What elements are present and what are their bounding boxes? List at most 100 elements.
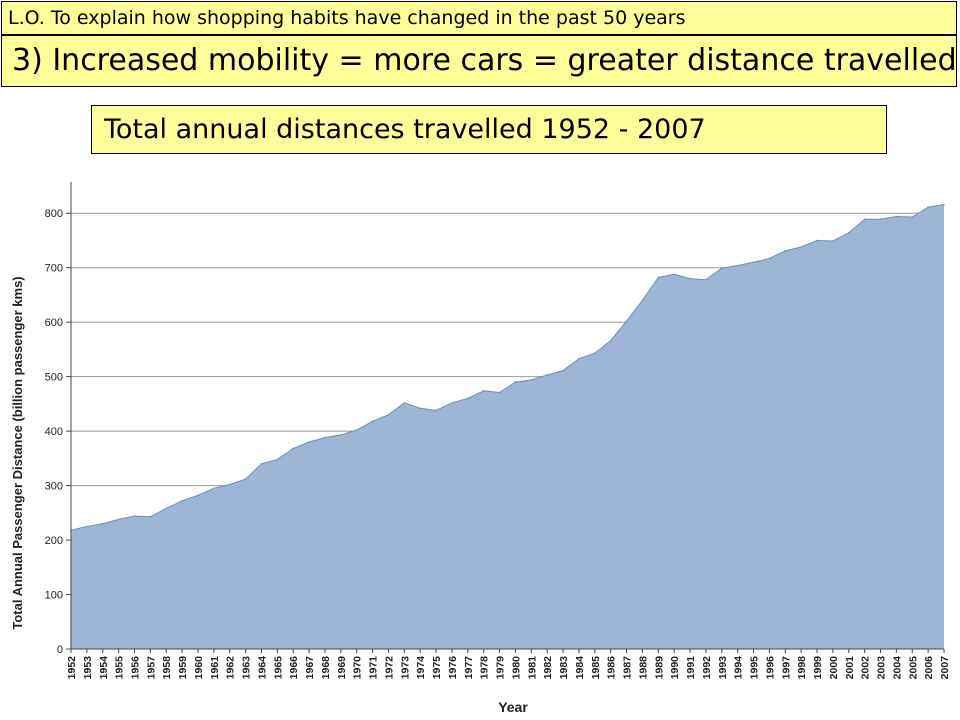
data-point-1997 (784, 250, 787, 252)
data-point-1970 (355, 429, 358, 431)
x-tick-label-2007: 2007 (939, 656, 951, 680)
data-point-1988 (641, 299, 644, 302)
data-point-1962 (228, 483, 231, 486)
x-tick-label-1966: 1966 (288, 656, 300, 680)
x-tick-label-1991: 1991 (685, 656, 697, 680)
data-point-2001 (847, 232, 850, 234)
data-point-1990 (673, 273, 675, 276)
x-tick-label-1979: 1979 (495, 656, 507, 680)
data-point-1956 (133, 515, 136, 517)
data-point-1958 (165, 507, 168, 510)
y-tick-label-800: 800 (45, 208, 63, 220)
x-tick-label-1965: 1965 (272, 656, 284, 680)
data-point-1985 (594, 352, 596, 355)
point-title-text: 3) Increased mobility = more cars = grea… (12, 43, 957, 78)
x-tick-label-1973: 1973 (399, 656, 411, 680)
data-point-1974 (419, 407, 422, 410)
data-point-1959 (181, 500, 183, 502)
data-point-1995 (752, 261, 755, 264)
x-tick-label-1964: 1964 (256, 656, 268, 680)
x-tick-label-1981: 1981 (526, 656, 538, 680)
x-tick-label-1993: 1993 (717, 656, 729, 680)
data-point-1973 (403, 401, 406, 404)
data-point-1982 (546, 374, 548, 376)
data-point-1998 (800, 246, 802, 248)
x-tick-label-1957: 1957 (145, 656, 157, 680)
x-tick-label-2005: 2005 (907, 656, 919, 680)
x-tick-label-1963: 1963 (241, 656, 253, 680)
data-point-1979 (498, 391, 501, 394)
x-tick-label-1994: 1994 (733, 656, 745, 680)
x-tick-label-1967: 1967 (304, 656, 316, 680)
data-point-2007 (943, 203, 945, 206)
chart-title: Total annual distances travelled 1952 - … (104, 114, 706, 145)
data-point-1980 (514, 381, 517, 383)
data-point-1953 (86, 525, 88, 528)
x-tick-label-1980: 1980 (510, 656, 522, 680)
y-tick-label-200: 200 (45, 535, 63, 547)
data-point-2002 (863, 218, 866, 221)
x-tick-label-1988: 1988 (637, 656, 649, 680)
data-point-1976 (451, 401, 453, 404)
x-tick-label-1984: 1984 (574, 656, 586, 680)
x-tick-label-1978: 1978 (479, 656, 491, 680)
data-point-1971 (371, 420, 374, 423)
x-tick-label-2004: 2004 (891, 656, 903, 680)
learning-objective-text: L.O. To explain how shopping habits have… (8, 7, 686, 29)
x-tick-label-1998: 1998 (796, 656, 808, 680)
data-point-1960 (197, 494, 199, 497)
x-axis-label: Year (498, 699, 528, 715)
data-point-2003 (879, 218, 882, 221)
x-tick-label-1977: 1977 (463, 656, 475, 680)
area-line-series-0 (70, 204, 945, 531)
data-point-1967 (308, 441, 310, 443)
x-tick-label-1959: 1959 (177, 656, 189, 680)
x-tick-label-1997: 1997 (780, 656, 792, 680)
data-point-1977 (467, 397, 469, 400)
x-tick-label-2006: 2006 (923, 656, 935, 680)
x-tick-label-1960: 1960 (193, 656, 205, 680)
x-tick-label-1952: 1952 (66, 656, 78, 680)
data-point-1957 (149, 515, 152, 518)
x-tick-label-1987: 1987 (622, 656, 634, 680)
data-point-1992 (705, 278, 707, 281)
y-tick-label-700: 700 (45, 263, 63, 275)
y-axis-label: Total Annual Passenger Distance (billion… (10, 276, 25, 629)
y-tick-label-300: 300 (45, 481, 63, 493)
data-point-1996 (768, 257, 771, 260)
data-point-1961 (213, 487, 215, 490)
data-point-1986 (609, 339, 612, 342)
data-point-1989 (657, 276, 660, 279)
axes (70, 182, 944, 650)
data-point-1991 (689, 277, 691, 280)
data-point-1968 (324, 436, 326, 439)
data-point-1994 (736, 264, 739, 267)
x-tick-label-1958: 1958 (161, 656, 173, 680)
x-tick-label-1955: 1955 (114, 656, 126, 680)
x-tick-label-1996: 1996 (764, 656, 776, 680)
x-tick-label-1974: 1974 (415, 656, 427, 680)
x-tick-label-1971: 1971 (368, 656, 380, 680)
y-tick-label-100: 100 (45, 590, 63, 602)
x-tick-label-1969: 1969 (336, 656, 348, 680)
x-tick-label-1983: 1983 (558, 656, 570, 680)
x-tick-label-1956: 1956 (129, 656, 141, 680)
data-point-1954 (101, 522, 104, 525)
x-tick-label-1968: 1968 (320, 656, 332, 680)
x-tick-label-2003: 2003 (876, 656, 888, 680)
data-point-2005 (911, 216, 914, 218)
x-tick-label-1982: 1982 (542, 656, 554, 680)
y-tick-labels: 0 100 200 300 400 500 600 700 800 (45, 208, 71, 656)
area-series (70, 203, 945, 649)
data-point-2006 (927, 206, 929, 209)
area-fill-series-0 (71, 204, 944, 649)
y-tick-label-500: 500 (45, 372, 63, 384)
data-point-1981 (530, 379, 533, 381)
y-tick-label-0: 0 (57, 644, 63, 656)
x-tick-label-1992: 1992 (701, 656, 713, 680)
data-point-1969 (340, 434, 342, 436)
x-tick-label-2002: 2002 (860, 656, 872, 680)
x-tick-label-1990: 1990 (669, 656, 681, 680)
x-tick-label-1976: 1976 (447, 656, 459, 680)
chart-title-box: Total annual distances travelled 1952 - … (91, 105, 887, 154)
